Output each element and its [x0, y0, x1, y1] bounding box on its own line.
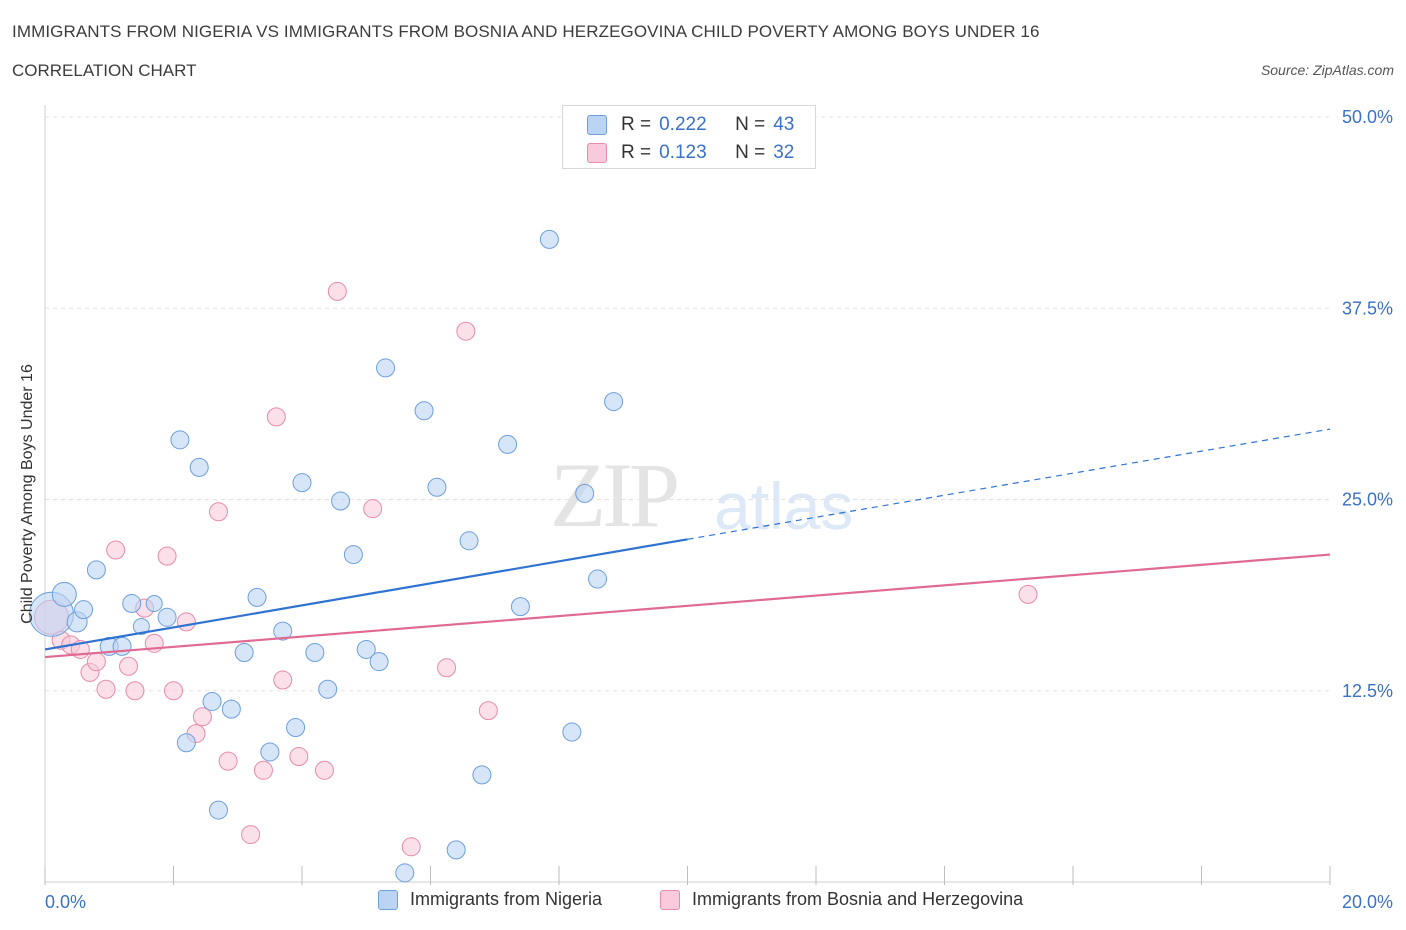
- data-point-nigeria: [221, 699, 241, 719]
- data-point-nigeria: [356, 639, 376, 659]
- data-point-nigeria: [588, 569, 608, 589]
- r-label: R =: [621, 142, 652, 163]
- data-point-nigeria: [343, 545, 363, 565]
- data-point-bosnia: [164, 681, 183, 701]
- data-point-nigeria: [122, 594, 142, 614]
- legend-item-bosnia[interactable]: Immigrants from Bosnia and Herzegovina: [660, 889, 1023, 910]
- n-label: N =: [735, 142, 766, 163]
- data-point-nigeria: [208, 800, 228, 820]
- data-point-nigeria: [286, 717, 306, 737]
- data-point-nigeria: [414, 401, 434, 421]
- data-point-bosnia: [327, 281, 347, 301]
- legend-swatch-nigeria: [587, 115, 607, 135]
- data-point-bosnia: [119, 656, 139, 676]
- data-point-nigeria: [376, 358, 396, 378]
- data-point-nigeria: [247, 587, 267, 607]
- r-label: R =: [621, 114, 652, 135]
- data-point-nigeria: [86, 560, 106, 580]
- data-point-bosnia: [241, 825, 261, 845]
- x-tick-label: 0.0%: [45, 892, 86, 912]
- data-point-nigeria: [305, 643, 325, 662]
- data-point-bosnia: [208, 502, 228, 522]
- data-point-nigeria: [273, 621, 293, 641]
- data-point-nigeria: [132, 617, 150, 635]
- data-point-bosnia: [157, 546, 177, 566]
- data-point-bosnia: [192, 707, 212, 727]
- data-point-bosnia: [218, 751, 238, 771]
- data-point-bosnia: [125, 681, 145, 701]
- data-point-nigeria: [318, 679, 338, 699]
- data-point-nigeria: [202, 691, 222, 711]
- data-point-nigeria: [292, 473, 312, 493]
- data-point-nigeria: [176, 733, 196, 753]
- data-point-bosnia: [1018, 584, 1038, 604]
- data-point-nigeria: [604, 392, 624, 412]
- n-value: 32: [773, 142, 795, 163]
- data-point-nigeria: [575, 483, 595, 503]
- watermark-zip: ZIP: [550, 444, 680, 546]
- n-value: 43: [773, 114, 795, 135]
- data-point-bosnia: [106, 540, 126, 560]
- data-point-nigeria: [170, 430, 190, 450]
- legend-label-bosnia: Immigrants from Bosnia and Herzegovina: [692, 889, 1024, 909]
- legend-label-nigeria: Immigrants from Nigeria: [410, 889, 603, 909]
- data-point-nigeria: [189, 457, 209, 477]
- legend-item-nigeria[interactable]: Immigrants from Nigeria: [378, 889, 602, 910]
- data-point-bosnia: [363, 499, 383, 519]
- data-point-nigeria: [112, 636, 132, 656]
- data-point-bosnia: [456, 321, 476, 341]
- data-point-nigeria: [562, 722, 582, 742]
- data-point-bosnia: [289, 747, 309, 767]
- data-point-nigeria: [145, 595, 163, 613]
- y-tick-label: 37.5%: [1342, 298, 1393, 318]
- data-point-bosnia: [437, 658, 457, 678]
- data-point-nigeria: [369, 652, 389, 672]
- data-point-nigeria: [395, 863, 415, 883]
- data-point-nigeria: [51, 581, 77, 607]
- legend-row-nigeria: R = 0.222 N = 43: [587, 114, 794, 136]
- data-point-bosnia: [401, 837, 421, 857]
- trend-line-bosnia: [44, 553, 1331, 659]
- data-point-nigeria: [459, 531, 479, 551]
- data-point-nigeria: [427, 477, 447, 497]
- chart-subtitle: CORRELATION CHART: [12, 61, 197, 80]
- y-tick-label: 50.0%: [1342, 107, 1393, 127]
- watermark-atlas: atlas: [714, 469, 854, 543]
- data-point-nigeria: [74, 600, 94, 620]
- data-point-nigeria: [234, 643, 254, 662]
- legend-swatch-bosnia: [660, 889, 680, 910]
- r-value: 0.123: [659, 142, 707, 163]
- y-tick-label: 12.5%: [1342, 681, 1393, 701]
- trend-line-nigeria: [44, 538, 688, 651]
- trend-line-extension-nigeria: [687, 428, 1331, 540]
- data-point-nigeria: [446, 840, 466, 860]
- x-tick-label: 20.0%: [1342, 892, 1393, 912]
- data-point-nigeria: [157, 607, 177, 627]
- r-value: 0.222: [659, 114, 707, 135]
- data-point-nigeria: [260, 742, 280, 762]
- y-tick-label: 25.0%: [1342, 490, 1393, 510]
- data-point-bosnia: [266, 407, 286, 427]
- chart-title: IMMIGRANTS FROM NIGERIA VS IMMIGRANTS FR…: [12, 22, 1040, 41]
- data-point-nigeria: [472, 765, 492, 785]
- legend-swatch-bosnia: [587, 143, 607, 163]
- n-label: N =: [735, 114, 766, 135]
- source-credit: Source: ZipAtlas.com: [1260, 62, 1394, 78]
- data-point-nigeria: [498, 434, 518, 454]
- data-point-bosnia: [273, 670, 293, 690]
- data-point-nigeria: [510, 597, 530, 617]
- legend-swatch-nigeria: [378, 889, 398, 910]
- legend-row-bosnia: R = 0.123 N = 32: [587, 142, 794, 164]
- data-point-bosnia: [86, 652, 106, 672]
- correlation-legend: R = 0.222 N = 43 R = 0.123 N = 32: [562, 105, 816, 169]
- data-point-nigeria: [539, 229, 559, 249]
- data-point-bosnia: [478, 701, 498, 721]
- data-point-bosnia: [253, 760, 273, 780]
- data-point-bosnia: [314, 760, 334, 780]
- y-axis-label: Child Poverty Among Boys Under 16: [19, 364, 36, 624]
- data-point-bosnia: [96, 679, 116, 699]
- data-point-nigeria: [331, 491, 351, 511]
- data-point-bosnia: [176, 612, 196, 632]
